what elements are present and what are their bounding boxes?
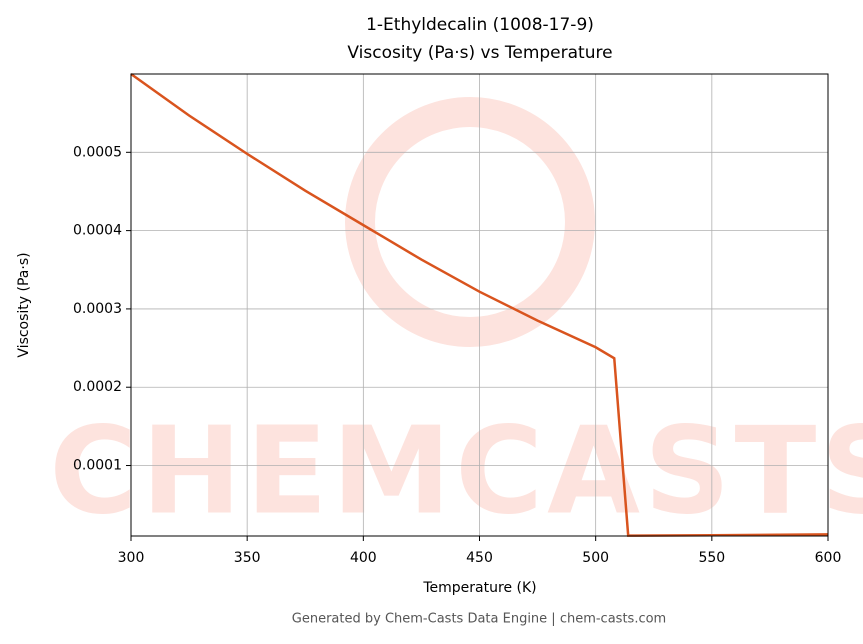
x-tick-label: 350 <box>234 550 261 566</box>
y-tick-label: 0.0003 <box>73 301 122 317</box>
x-tick-label: 400 <box>350 550 377 566</box>
x-tick-label: 450 <box>466 550 493 566</box>
x-tick-label: 500 <box>582 550 609 566</box>
chart-subtitle: Viscosity (Pa·s) vs Temperature <box>347 43 612 63</box>
y-tick-label: 0.0004 <box>73 223 122 239</box>
footer: Generated by Chem-Casts Data Engine | ch… <box>292 612 666 627</box>
plot-frame <box>130 73 829 537</box>
x-tick-label: 300 <box>118 550 145 566</box>
y-tick-label: 0.0002 <box>73 379 122 395</box>
watermark: CHEMCASTS <box>49 403 863 542</box>
y-axis-label: Viscosity (Pa·s) <box>16 252 32 357</box>
x-axis-label: Temperature (K) <box>422 580 536 596</box>
chart-title: 1-Ethyldecalin (1008-17-9) <box>366 15 594 35</box>
x-tick-label: 600 <box>815 550 842 566</box>
x-tick-label: 550 <box>698 550 725 566</box>
y-tick-label: 0.0001 <box>73 458 122 474</box>
watermark-ring <box>345 97 595 347</box>
y-tick-label: 0.0005 <box>73 144 122 160</box>
